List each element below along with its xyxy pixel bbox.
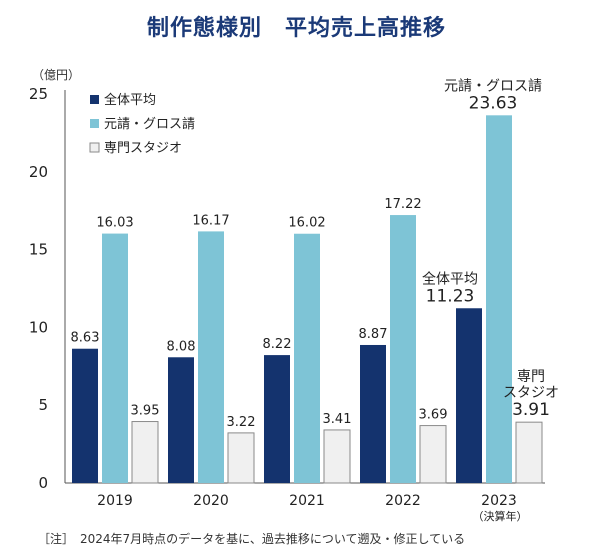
- bar-s0-2020: [168, 357, 194, 483]
- data-label-s2-2022: 3.69: [419, 408, 448, 423]
- y-tick-label-5: 5: [38, 396, 48, 414]
- legend-swatch-0: [90, 95, 99, 104]
- bar-s0-2023: [456, 308, 482, 483]
- bar-s2-2019: [131, 421, 159, 484]
- data-label-s1-2020: 16.17: [192, 213, 229, 228]
- bar-s2-2021: [323, 429, 351, 484]
- y-tick-label-0: 0: [38, 474, 48, 492]
- callout-label-s2-1: スタジオ: [503, 385, 559, 401]
- legend-swatch-2: [89, 142, 100, 153]
- bar-s0-2021: [264, 355, 290, 483]
- data-label-s2-2019: 3.95: [131, 404, 160, 419]
- bar-s2-2020: [227, 432, 255, 484]
- callout-value-s1: 23.63: [469, 93, 518, 113]
- callout-value-s0: 11.23: [426, 286, 475, 306]
- bar-s1-2020: [198, 231, 224, 483]
- bar-s1-2023: [486, 115, 512, 483]
- bar-s0-2022: [360, 344, 386, 483]
- data-label-s0-2019: 8.63: [71, 331, 100, 346]
- bar-s2-2022: [419, 425, 447, 484]
- x-tick-label-2021: 2021: [289, 493, 325, 509]
- data-label-s1-2022: 17.22: [384, 197, 421, 212]
- x-tick-label-2022: 2022: [385, 493, 421, 509]
- callout-value-s2: 3.91: [512, 400, 550, 420]
- bar-s2-2023: [515, 421, 543, 484]
- data-label-s2-2020: 3.22: [227, 415, 256, 430]
- legend-swatch-1: [90, 119, 99, 128]
- x-tick-label-2020: 2020: [193, 493, 229, 509]
- y-tick-label-20: 20: [29, 163, 48, 181]
- y-tick-label-25: 25: [29, 85, 48, 103]
- callout-label-s0-0: 全体平均: [422, 270, 478, 287]
- y-tick-label-15: 15: [29, 241, 48, 259]
- callout-label-s2-0: 専門: [517, 369, 545, 385]
- legend-label-2: 専門スタジオ: [104, 141, 182, 156]
- legend-label-0: 全体平均: [104, 92, 156, 108]
- bar-s1-2022: [390, 215, 416, 483]
- y-tick-label-10: 10: [29, 318, 48, 336]
- chart-title: 制作態様別 平均売上高推移: [146, 16, 446, 41]
- data-label-s1-2021: 16.02: [288, 216, 325, 231]
- data-label-s2-2021: 3.41: [323, 412, 352, 427]
- bar-s1-2019: [102, 233, 128, 483]
- x-tick-label-2019: 2019: [97, 493, 133, 509]
- y-axis-unit-label: （億円）: [32, 68, 81, 82]
- footnote: ［注］ 2024年7月時点のデータを基に、過去推移について遡及・修正している: [38, 532, 466, 546]
- bar-s1-2021: [294, 233, 320, 483]
- legend-label-1: 元請・グロス請: [104, 117, 195, 132]
- callout-label-s1-0: 元請・グロス請: [444, 78, 542, 94]
- data-label-s0-2020: 8.08: [167, 339, 196, 354]
- x-axis-category-note: （決算年）: [472, 510, 528, 523]
- bar-s0-2019: [72, 348, 98, 483]
- data-label-s0-2021: 8.22: [263, 337, 292, 352]
- x-tick-label-2023: 2023: [481, 493, 517, 509]
- data-label-s1-2019: 16.03: [96, 216, 133, 231]
- data-label-s0-2022: 8.87: [359, 327, 388, 342]
